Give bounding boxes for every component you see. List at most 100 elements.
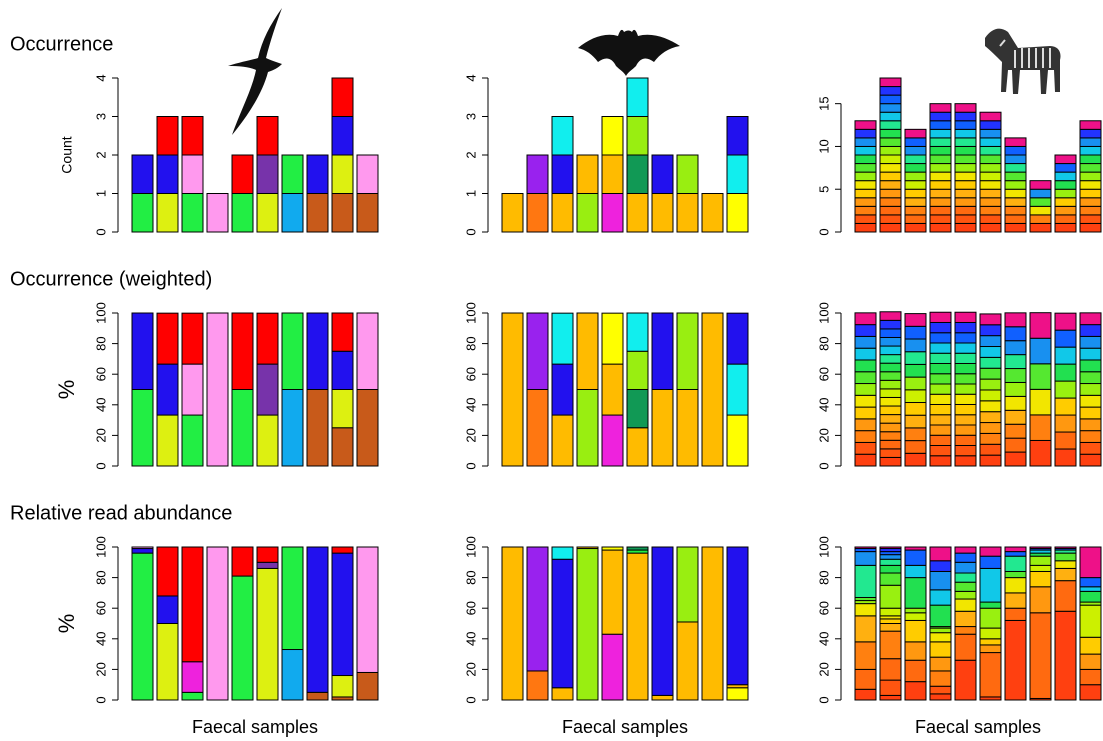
bar-segment: [526, 154, 549, 194]
bar-segment: [929, 120, 952, 130]
bar-segment: [954, 414, 977, 426]
bar-segment: [904, 414, 927, 429]
bar-segment: [1004, 312, 1027, 328]
bar-segment: [879, 222, 902, 233]
bar-segment: [904, 351, 927, 365]
y-tick-label: 0: [93, 696, 108, 703]
y-tick-label: 0: [463, 462, 478, 469]
bar-segment: [929, 137, 952, 147]
bar-segment: [979, 137, 1002, 147]
bar-segment: [929, 656, 952, 672]
bar-segment: [156, 623, 179, 701]
bar-segment: [904, 197, 927, 207]
bar-segment: [854, 551, 877, 566]
bar-segment: [879, 396, 902, 407]
bar-segment: [854, 641, 877, 670]
bar-segment: [904, 180, 927, 190]
bar-segment: [854, 163, 877, 173]
bar-segment: [576, 193, 599, 233]
bar-segment: [904, 171, 927, 182]
y-tick-label: 40: [463, 398, 478, 412]
bar-segment: [954, 444, 977, 457]
bar-segment: [854, 668, 877, 690]
y-tick-label: 20: [463, 428, 478, 442]
bar-segment: [979, 567, 1002, 603]
bar-segment: [331, 546, 354, 554]
bar-segment: [1079, 546, 1102, 579]
bar-segment: [726, 154, 749, 194]
bar-segment: [626, 77, 649, 117]
bar-segment: [954, 598, 977, 612]
bar-segment: [854, 371, 877, 385]
bar-segment: [879, 658, 902, 681]
bar-segment: [726, 546, 749, 686]
bar-segment: [1029, 546, 1052, 550]
bar-segment: [979, 638, 1002, 646]
bar-segment: [156, 154, 179, 194]
bar-segment: [1054, 205, 1077, 216]
bar-segment: [979, 555, 1002, 569]
bar-segment: [651, 154, 674, 194]
bar-segment: [156, 595, 179, 625]
bar-segment: [879, 77, 902, 88]
bar-segment: [904, 564, 927, 579]
bar-segment: [206, 546, 229, 701]
bar-segment: [879, 120, 902, 130]
bar-segment: [576, 546, 599, 550]
bar-segment: [551, 312, 574, 365]
bar-segment: [904, 214, 927, 224]
bar-segment: [256, 414, 279, 467]
y-tick-label: 0: [463, 228, 478, 235]
bar-segment: [904, 577, 927, 609]
bar-segment: [1054, 171, 1077, 182]
bar-segment: [1079, 205, 1102, 216]
bar-segment: [904, 681, 927, 701]
bar-segment: [576, 312, 599, 390]
bar-segment: [854, 564, 877, 598]
bar-segment: [281, 546, 304, 651]
bar-segment: [854, 406, 877, 420]
y-tick-label: 0: [463, 696, 478, 703]
bar-segment: [879, 405, 902, 416]
x-axis-label: Faecal samples: [915, 717, 1041, 737]
bar-segment: [181, 661, 204, 693]
bar-segment: [1004, 197, 1027, 207]
bar-segment: [879, 180, 902, 190]
bar-segment: [854, 359, 877, 373]
bar-segment: [356, 193, 379, 233]
bar-segment: [231, 193, 254, 233]
bar-segment: [929, 163, 952, 173]
x-axis-label: Faecal samples: [192, 717, 318, 737]
bar-segment: [904, 659, 927, 683]
bar-segment: [1029, 205, 1052, 216]
bar-segment: [1079, 636, 1102, 655]
y-tick-label: 80: [816, 336, 831, 350]
bar-segment: [904, 427, 927, 442]
bar-segment: [1079, 418, 1102, 432]
bar-segment: [181, 363, 204, 416]
bar-segment: [256, 561, 279, 569]
bar-segment: [256, 567, 279, 701]
bar-segment: [954, 111, 977, 122]
bar-segment: [526, 389, 549, 467]
bar-segment: [676, 193, 699, 233]
y-tick-label: 0: [816, 696, 831, 703]
bar-segment: [1004, 326, 1027, 342]
bar-segment: [979, 346, 1002, 358]
bar-segment: [954, 561, 977, 574]
bar-segment: [1054, 552, 1077, 562]
bar-segment: [131, 548, 154, 554]
bar-segment: [1029, 439, 1052, 467]
bar-segment: [854, 312, 877, 326]
bar-segment: [954, 590, 977, 600]
bar-segment: [979, 111, 1002, 122]
bar-segment: [651, 389, 674, 467]
bar-segment: [1079, 590, 1102, 603]
y-tick-label: 60: [816, 367, 831, 381]
bar-segment: [929, 604, 952, 628]
bar-segment: [726, 116, 749, 156]
bar-segment: [954, 572, 977, 583]
bar-segment: [526, 312, 549, 390]
bar-segment: [904, 440, 927, 454]
bar-segment: [1004, 619, 1027, 701]
